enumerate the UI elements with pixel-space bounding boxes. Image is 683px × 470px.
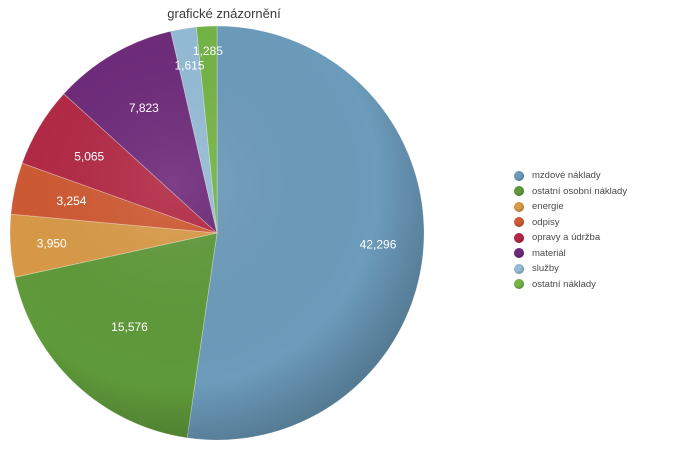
legend-swatch xyxy=(514,263,524,274)
legend-swatch xyxy=(514,217,524,228)
legend-label: ostatní náklady xyxy=(532,278,596,290)
legend-label: materiál xyxy=(532,247,566,259)
pie-slice xyxy=(186,25,425,441)
legend: mzdové náklady ostatní osobní náklady ener… xyxy=(514,168,627,292)
legend-swatch xyxy=(514,170,524,181)
legend-swatch xyxy=(514,232,524,243)
legend-item: energie xyxy=(514,199,627,215)
legend-item: ostatní náklady xyxy=(514,277,627,293)
legend-label: ostatní osobní náklady xyxy=(532,185,628,197)
slice-value-label: 1,615 xyxy=(175,58,205,72)
slice-value-label: 5,065 xyxy=(74,149,104,163)
legend-label: opravy a údržba xyxy=(532,232,601,244)
legend-item: opravy a údržba xyxy=(514,230,627,246)
legend-swatch xyxy=(514,279,524,290)
legend-label: energie xyxy=(532,201,564,213)
slice-value-label: 15,576 xyxy=(111,320,148,334)
slice-value-label: 42,296 xyxy=(360,238,397,252)
legend-item: mzdové náklady xyxy=(514,168,627,184)
chart-title: grafické znázornění xyxy=(167,6,281,21)
legend-item: služby xyxy=(514,261,627,277)
slice-value-label: 3,950 xyxy=(37,236,67,250)
slice-value-label: 3,254 xyxy=(56,194,86,208)
legend-label: odpisy xyxy=(532,216,560,228)
slice-value-label: 1,285 xyxy=(193,44,223,58)
legend-label: mzdové náklady xyxy=(532,170,601,182)
legend-item: odpisy xyxy=(514,215,627,231)
legend-item: ostatní osobní náklady xyxy=(514,184,627,200)
slice-value-label: 7,823 xyxy=(129,101,159,115)
legend-swatch xyxy=(514,186,524,197)
legend-swatch xyxy=(514,248,524,259)
legend-swatch xyxy=(514,201,524,212)
legend-label: služby xyxy=(532,263,559,275)
legend-item: materiál xyxy=(514,246,627,262)
